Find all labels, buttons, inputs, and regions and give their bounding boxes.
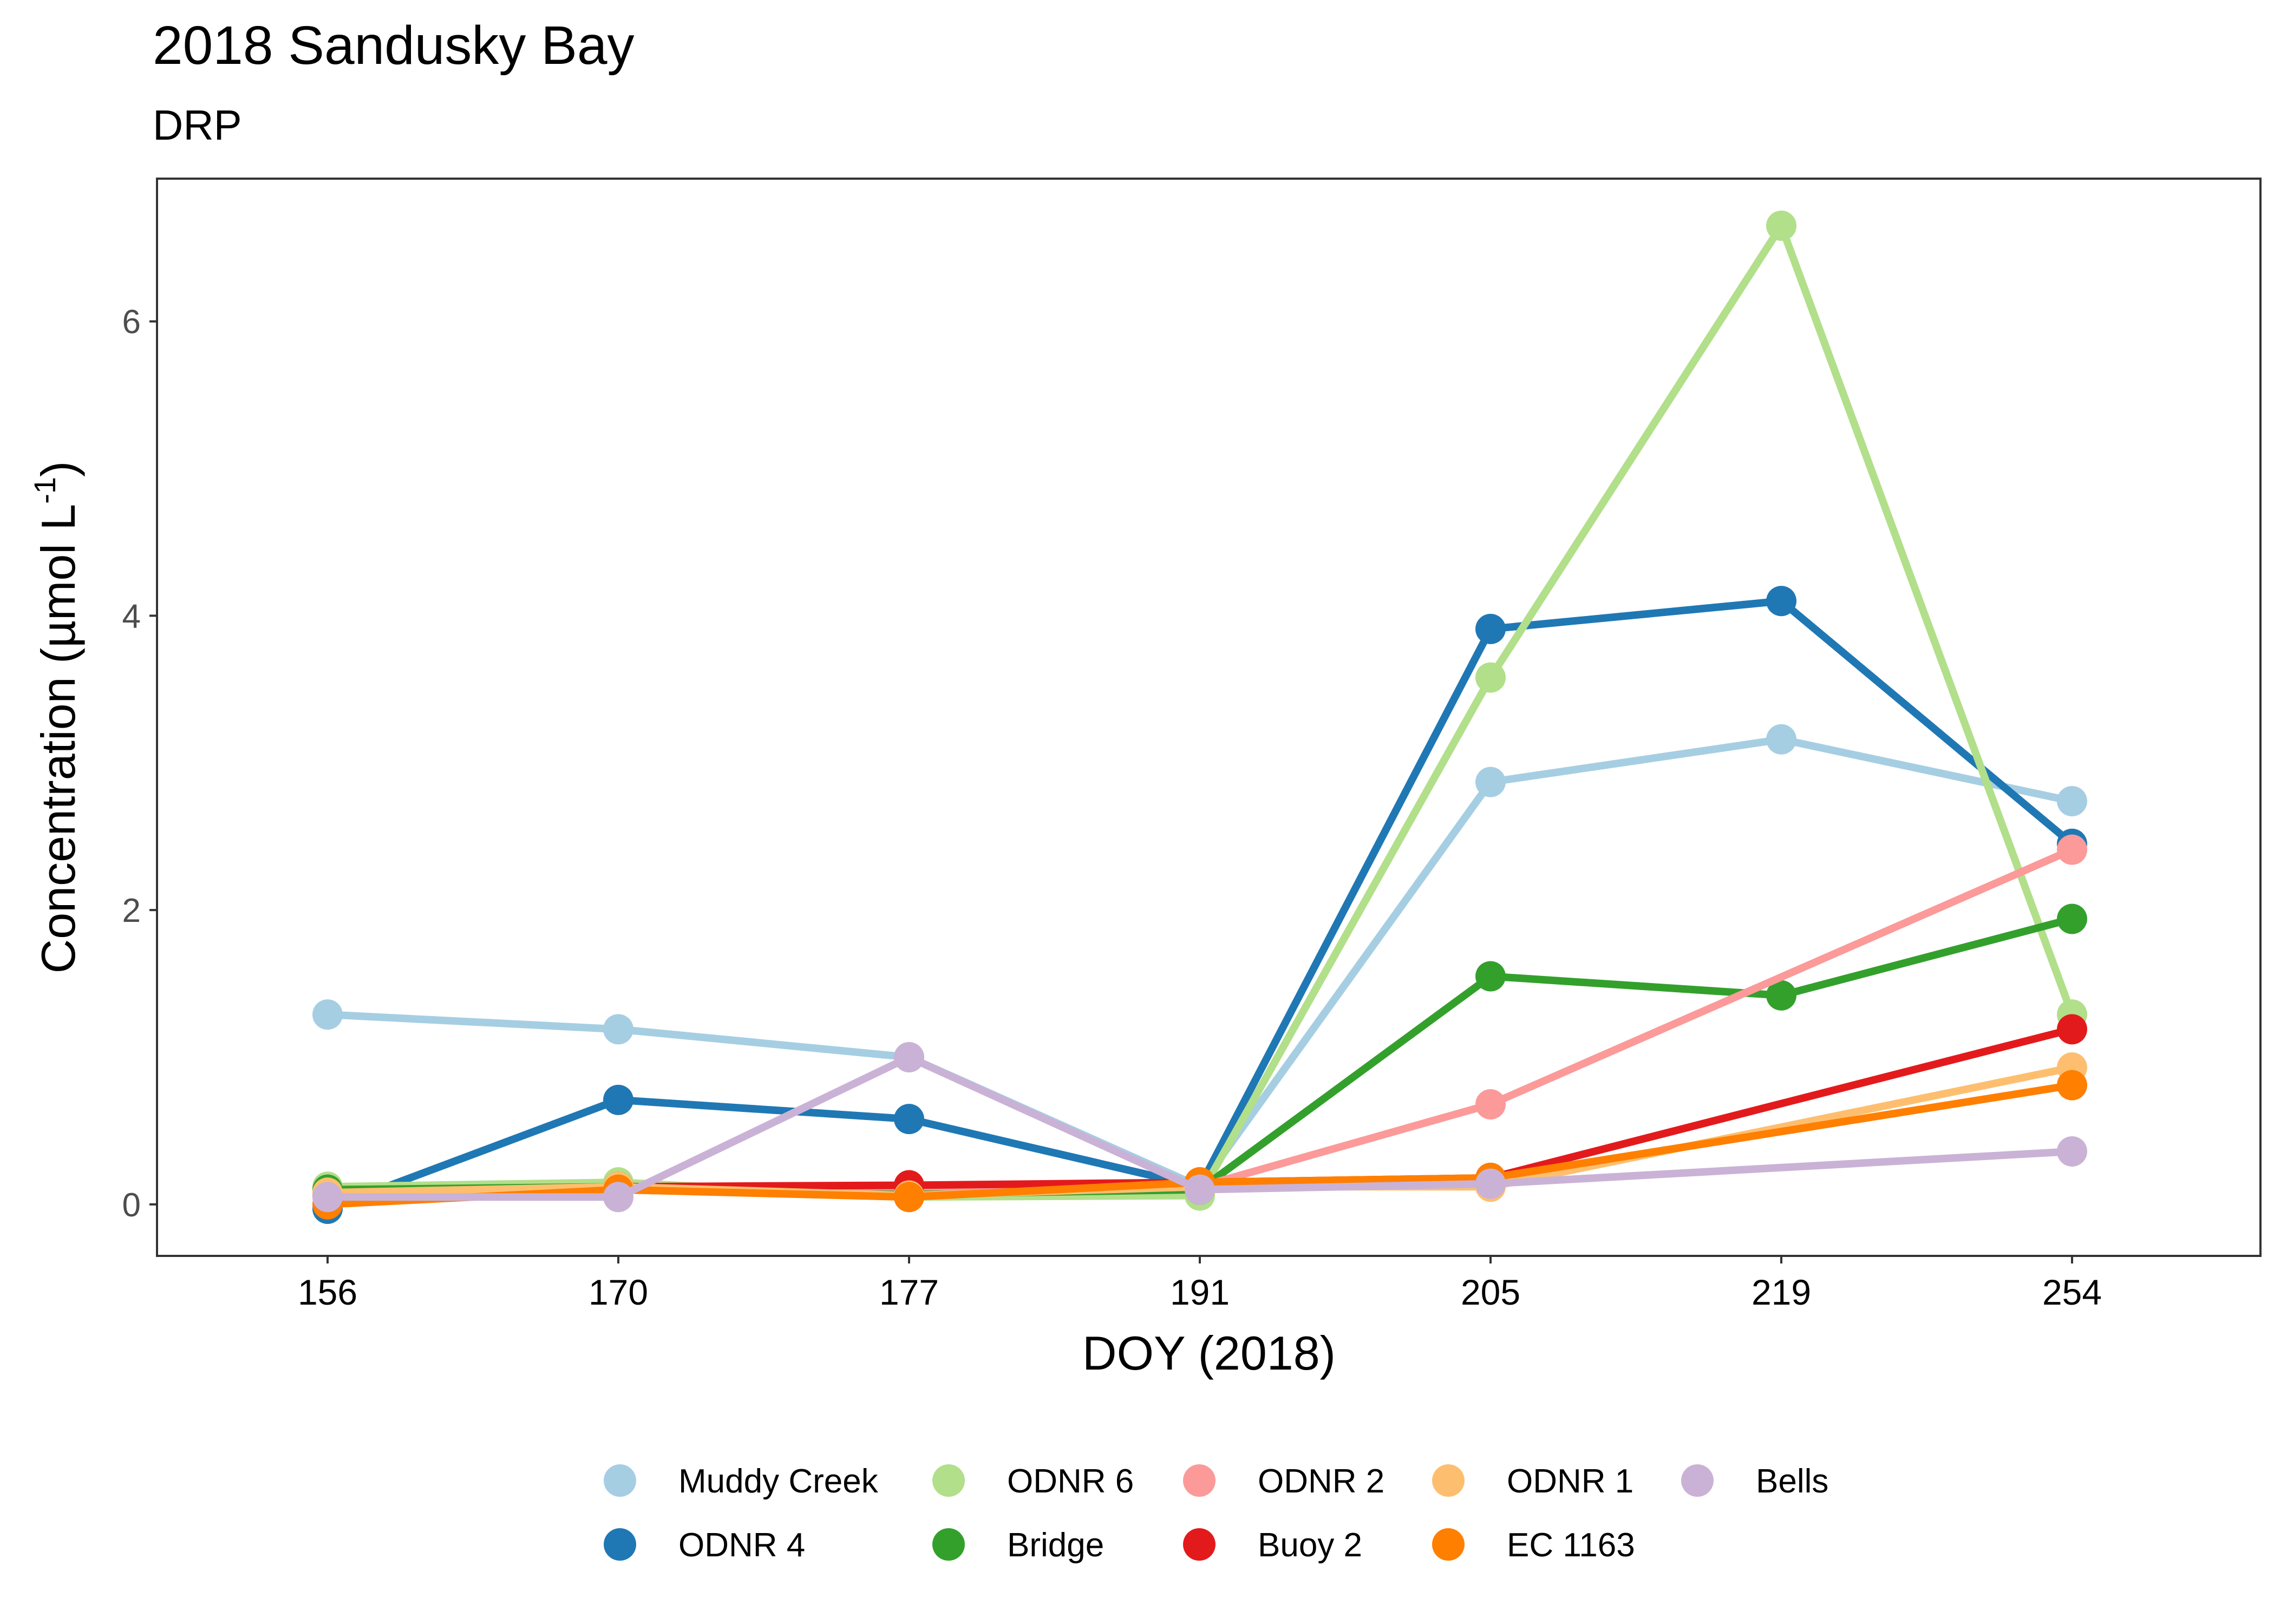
data-point [603,1182,633,1213]
legend-label: Bells [1756,1463,1828,1500]
data-point [2057,834,2087,865]
y-axis-title-superscript: -1 [28,477,62,504]
data-point [2057,1070,2087,1101]
legend-label: ODNR 4 [678,1527,805,1564]
y-tick-label: 2 [122,892,141,929]
series-layer [312,210,2087,1224]
data-point [2057,1014,2087,1045]
legend-key [1432,1464,1465,1497]
legend-key [932,1464,965,1497]
data-point [2057,903,2087,934]
data-point [603,1084,633,1115]
data-point [2057,1136,2087,1167]
data-point [894,1042,924,1072]
chart-subtitle: DRP [153,101,242,149]
data-point [894,1182,924,1213]
series-bells [312,1042,2087,1213]
y-axis: 0 2 4 6 [122,304,157,1224]
data-point [312,1182,343,1213]
legend-item: ODNR 2 [1183,1463,1384,1500]
x-tick-label: 156 [298,1272,357,1312]
x-tick-label: 177 [879,1272,939,1312]
legend-label: ODNR 6 [1007,1463,1134,1500]
data-point [1475,613,1506,644]
y-axis-title: Concentration (µmol L-1) [28,461,85,974]
legend-label: Bridge [1007,1527,1104,1564]
legend-item: EC 1163 [1432,1527,1635,1564]
legend-label: Muddy Creek [678,1463,879,1500]
series-line [324,1053,2076,1201]
legend-item: ODNR 1 [1432,1463,1633,1500]
legend-label: EC 1163 [1507,1527,1635,1564]
data-point [1475,662,1506,693]
legend-key [604,1464,636,1497]
data-point [1766,586,1796,617]
legend-item: Muddy Creek [604,1463,879,1500]
data-point [1475,1089,1506,1119]
legend-item: Bridge [932,1527,1104,1564]
legend-item: ODNR 4 [604,1527,805,1564]
y-tick-label: 0 [122,1187,141,1224]
legend-item: Buoy 2 [1183,1527,1362,1564]
x-tick-label: 219 [1752,1272,1811,1312]
legend-key [1183,1528,1216,1561]
data-point [1185,1174,1215,1205]
x-axis: 156 170 177 191 205 219 254 [298,1256,2102,1312]
x-tick-label: 191 [1170,1272,1230,1312]
legend-key [932,1528,965,1561]
x-tick-label: 170 [589,1272,648,1312]
y-axis-title-main: Concentration (µmol L [31,504,85,974]
legend-label: ODNR 2 [1258,1463,1384,1500]
legend-label: Buoy 2 [1258,1527,1362,1564]
x-axis-title: DOY (2018) [1082,1326,1336,1380]
data-point [1766,210,1796,241]
x-tick-label: 254 [2042,1272,2102,1312]
data-point [1475,1168,1506,1199]
data-point [603,1014,633,1045]
y-tick-label: 4 [122,598,141,635]
legend: Muddy Creek ODNR 6 ODNR 2 ODNR 1 Bells ODNR 4… [604,1463,1828,1564]
y-axis-title-suffix: ) [31,461,85,477]
series-line [324,1081,2076,1208]
data-point [1475,767,1506,797]
legend-key [1681,1464,1714,1497]
x-tick-label: 205 [1461,1272,1520,1312]
data-point [1766,724,1796,755]
legend-key [1183,1464,1216,1497]
plot-panel [156,178,2262,1257]
legend-item: ODNR 6 [932,1463,1134,1500]
data-point [1766,980,1796,1011]
legend-label: ODNR 1 [1507,1463,1633,1500]
legend-key [604,1528,636,1561]
data-point [2057,785,2087,816]
data-point [894,1104,924,1135]
chart-title: 2018 Sandusky Bay [153,15,635,76]
y-tick-label: 6 [122,304,141,341]
data-point [1475,961,1506,992]
data-point [312,999,343,1030]
legend-item: Bells [1681,1463,1828,1500]
legend-key [1432,1528,1465,1561]
